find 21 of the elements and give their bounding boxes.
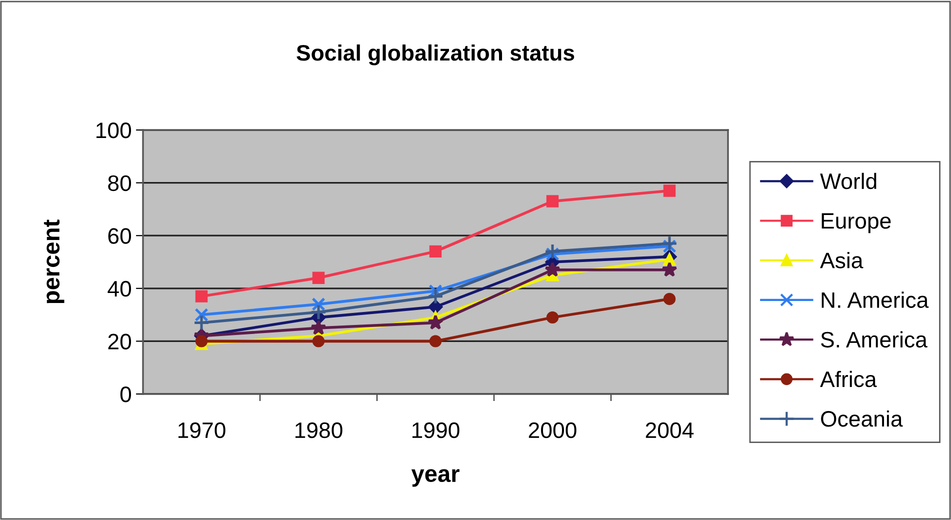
- y-tick-label: 0: [120, 386, 132, 402]
- legend-label: Oceania: [821, 410, 903, 427]
- chart-title: Social globalization status: [296, 44, 574, 66]
- legend-label: S. America: [821, 331, 928, 348]
- y-tick-label: 60: [108, 228, 132, 244]
- legend-label: Africa: [820, 370, 877, 388]
- legend-label: Europe: [822, 213, 891, 234]
- y-tick-label: 20: [108, 334, 132, 350]
- legend-label: World: [820, 172, 876, 190]
- x-tick-label: 1990: [412, 422, 460, 438]
- y-tick-label: 100: [96, 122, 132, 138]
- x-tick-label: 1970: [178, 422, 226, 438]
- y-tick-label: 80: [108, 175, 132, 192]
- x-tick-label: 2004: [646, 422, 694, 438]
- legend-label: N. America: [822, 292, 929, 308]
- x-tick-label: 2000: [528, 422, 576, 438]
- x-tick-label: 1980: [295, 422, 342, 438]
- y-tick-label: 40: [108, 280, 132, 297]
- legend-label: Asia: [820, 252, 864, 268]
- y-axis-title: percent: [44, 220, 64, 304]
- x-axis-title: year: [411, 469, 460, 487]
